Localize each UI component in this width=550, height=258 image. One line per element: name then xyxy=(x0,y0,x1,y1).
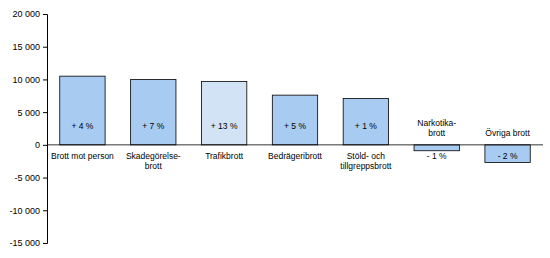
tick-mark xyxy=(43,210,47,211)
tick-mark xyxy=(43,14,47,15)
tick-label: 5 000 xyxy=(17,108,40,118)
tick-label: -10 000 xyxy=(9,206,40,216)
bars xyxy=(60,76,530,162)
annotation: + 1 % xyxy=(355,121,377,131)
tick-mark xyxy=(43,178,47,179)
chart: -15 000 -10 000 -5 000 0 5 000 10 000 15 000 20… xyxy=(0,0,550,258)
tick-label: 15 000 xyxy=(12,42,40,52)
tick-mark xyxy=(43,47,47,48)
tick-mark xyxy=(43,243,47,244)
category-label: Narkotika-brott xyxy=(417,118,456,138)
bar xyxy=(485,145,530,163)
tick-mark xyxy=(43,79,47,80)
tick-mark xyxy=(43,112,47,113)
tick-label: 0 xyxy=(35,140,40,150)
category-label: Skadegörelse-brott xyxy=(126,151,181,171)
y-axis-line xyxy=(43,15,48,244)
annotation: - 2 % xyxy=(498,151,518,161)
tick: 5 000 xyxy=(17,108,47,118)
annotation: + 7 % xyxy=(142,121,164,131)
zero-line xyxy=(47,144,543,145)
tick: 0 xyxy=(35,140,47,150)
bar xyxy=(201,81,246,144)
annotations: + 4 % + 7 % + 13 % + 5 % + 1 % - 1 % - 2 % xyxy=(71,121,517,161)
tick: 20 000 xyxy=(12,9,47,19)
category-labels: Brott mot person Skadegörelse-brott Trafik… xyxy=(51,118,530,171)
category-label: Brott mot person xyxy=(51,151,114,161)
bar xyxy=(60,76,105,145)
annotation: + 5 % xyxy=(284,121,306,131)
tick: -5 000 xyxy=(14,173,47,183)
tick: 10 000 xyxy=(12,75,47,85)
annotation: + 13 % xyxy=(211,121,238,131)
bar xyxy=(131,79,176,144)
tick-label: -15 000 xyxy=(9,238,40,248)
category-label: Stöld- ochtillgreppsbrott xyxy=(340,151,392,171)
tick: 15 000 xyxy=(12,42,47,52)
tick-mark xyxy=(43,145,47,146)
y-axis: -15 000 -10 000 -5 000 0 5 000 10 000 15 000 20… xyxy=(9,9,47,248)
tick-label: -5 000 xyxy=(14,173,40,183)
tick: -15 000 xyxy=(9,238,47,248)
category-label: Bedrägeribrott xyxy=(268,151,323,161)
tick-label: 10 000 xyxy=(12,75,40,85)
annotation: - 1 % xyxy=(427,151,447,161)
tick-label: 20 000 xyxy=(12,9,40,19)
category-label: Trafikbrott xyxy=(205,151,244,161)
tick: -10 000 xyxy=(9,206,47,216)
category-label: Övriga brott xyxy=(485,128,530,138)
annotation: + 4 % xyxy=(71,121,93,131)
bar xyxy=(343,98,388,144)
bar xyxy=(272,95,317,145)
